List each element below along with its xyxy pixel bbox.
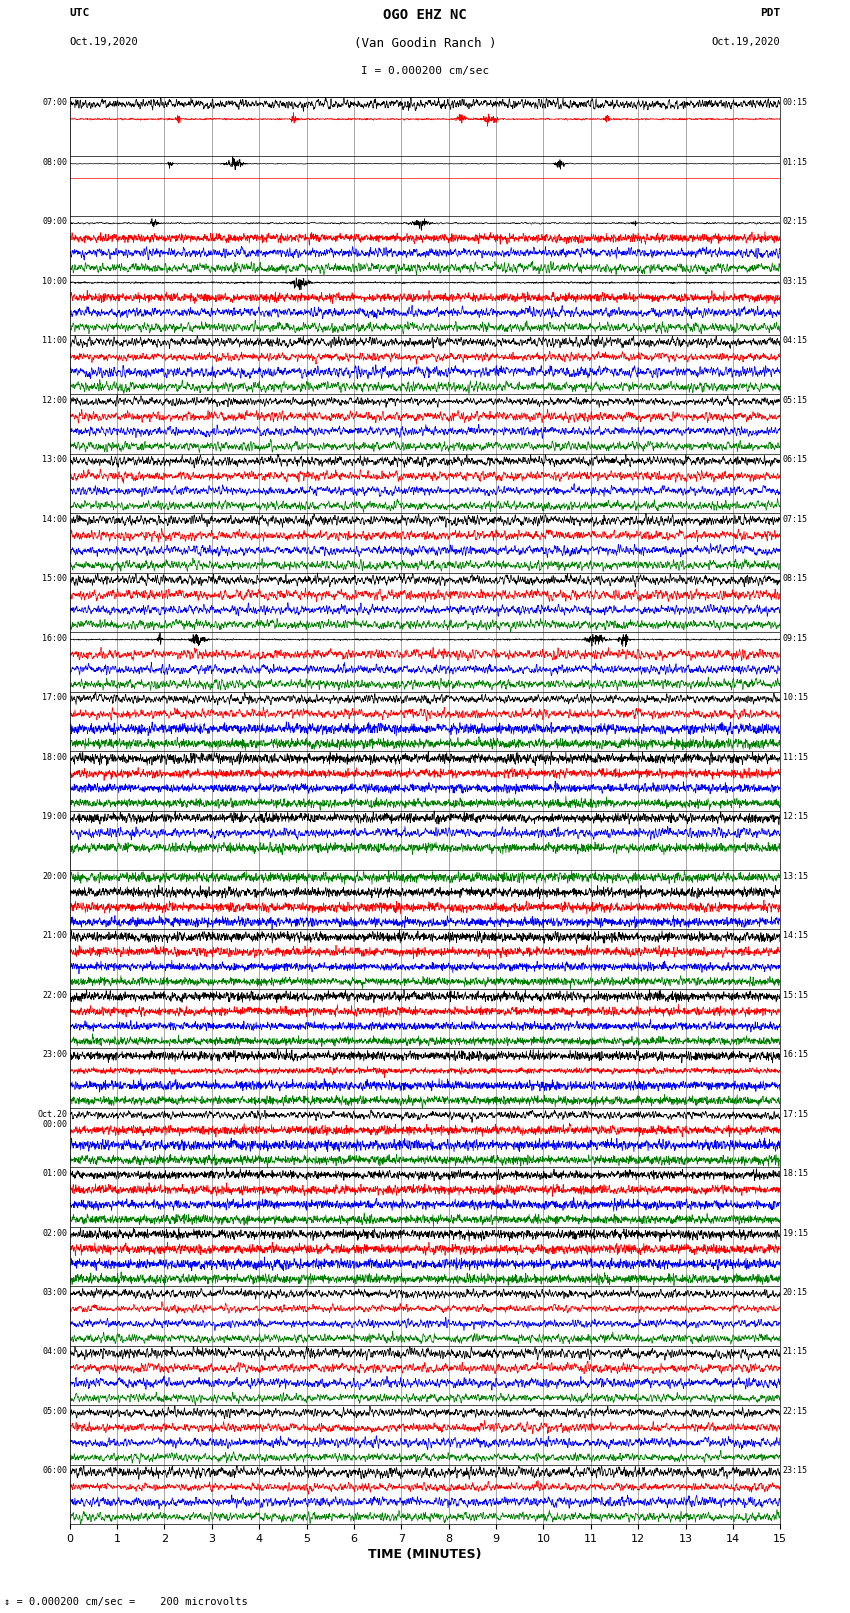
Text: 05:00: 05:00 — [42, 1407, 67, 1416]
Text: 12:15: 12:15 — [783, 813, 808, 821]
Text: 01:15: 01:15 — [783, 158, 808, 166]
Text: 02:00: 02:00 — [42, 1229, 67, 1237]
Text: 09:15: 09:15 — [783, 634, 808, 642]
Text: 04:00: 04:00 — [42, 1347, 67, 1357]
Text: PDT: PDT — [760, 8, 780, 18]
Text: 23:00: 23:00 — [42, 1050, 67, 1060]
Text: 20:15: 20:15 — [783, 1289, 808, 1297]
X-axis label: TIME (MINUTES): TIME (MINUTES) — [368, 1548, 482, 1561]
Text: (Van Goodin Ranch ): (Van Goodin Ranch ) — [354, 37, 496, 50]
Text: 13:15: 13:15 — [783, 871, 808, 881]
Text: 13:00: 13:00 — [42, 455, 67, 465]
Text: 17:15: 17:15 — [783, 1110, 808, 1118]
Text: 22:00: 22:00 — [42, 990, 67, 1000]
Text: 06:15: 06:15 — [783, 455, 808, 465]
Text: 19:00: 19:00 — [42, 813, 67, 821]
Text: 19:15: 19:15 — [783, 1229, 808, 1237]
Text: UTC: UTC — [70, 8, 90, 18]
Text: 00:15: 00:15 — [783, 98, 808, 108]
Text: 03:00: 03:00 — [42, 1289, 67, 1297]
Text: 08:00: 08:00 — [42, 158, 67, 166]
Text: 04:15: 04:15 — [783, 337, 808, 345]
Text: 11:15: 11:15 — [783, 753, 808, 761]
Text: 21:15: 21:15 — [783, 1347, 808, 1357]
Text: 07:15: 07:15 — [783, 515, 808, 524]
Text: 01:00: 01:00 — [42, 1169, 67, 1177]
Text: 02:15: 02:15 — [783, 218, 808, 226]
Text: 10:00: 10:00 — [42, 277, 67, 286]
Text: 15:00: 15:00 — [42, 574, 67, 584]
Text: Oct.19,2020: Oct.19,2020 — [70, 37, 139, 47]
Text: Oct.19,2020: Oct.19,2020 — [711, 37, 780, 47]
Text: I = 0.000200 cm/sec: I = 0.000200 cm/sec — [361, 66, 489, 76]
Text: 08:15: 08:15 — [783, 574, 808, 584]
Text: 18:00: 18:00 — [42, 753, 67, 761]
Text: 16:00: 16:00 — [42, 634, 67, 642]
Text: 07:00: 07:00 — [42, 98, 67, 108]
Text: OGO EHZ NC: OGO EHZ NC — [383, 8, 467, 23]
Text: 21:00: 21:00 — [42, 931, 67, 940]
Text: 14:15: 14:15 — [783, 931, 808, 940]
Text: 12:00: 12:00 — [42, 395, 67, 405]
Text: 15:15: 15:15 — [783, 990, 808, 1000]
Text: 16:15: 16:15 — [783, 1050, 808, 1060]
Text: 11:00: 11:00 — [42, 337, 67, 345]
Text: 23:15: 23:15 — [783, 1466, 808, 1476]
Text: 20:00: 20:00 — [42, 871, 67, 881]
Text: 09:00: 09:00 — [42, 218, 67, 226]
Text: 14:00: 14:00 — [42, 515, 67, 524]
Text: Oct.20
00:00: Oct.20 00:00 — [37, 1110, 67, 1129]
Text: 06:00: 06:00 — [42, 1466, 67, 1476]
Text: 03:15: 03:15 — [783, 277, 808, 286]
Text: 17:00: 17:00 — [42, 694, 67, 702]
Text: 05:15: 05:15 — [783, 395, 808, 405]
Text: ↕ = 0.000200 cm/sec =    200 microvolts: ↕ = 0.000200 cm/sec = 200 microvolts — [4, 1597, 248, 1607]
Text: 22:15: 22:15 — [783, 1407, 808, 1416]
Text: 10:15: 10:15 — [783, 694, 808, 702]
Text: 18:15: 18:15 — [783, 1169, 808, 1177]
